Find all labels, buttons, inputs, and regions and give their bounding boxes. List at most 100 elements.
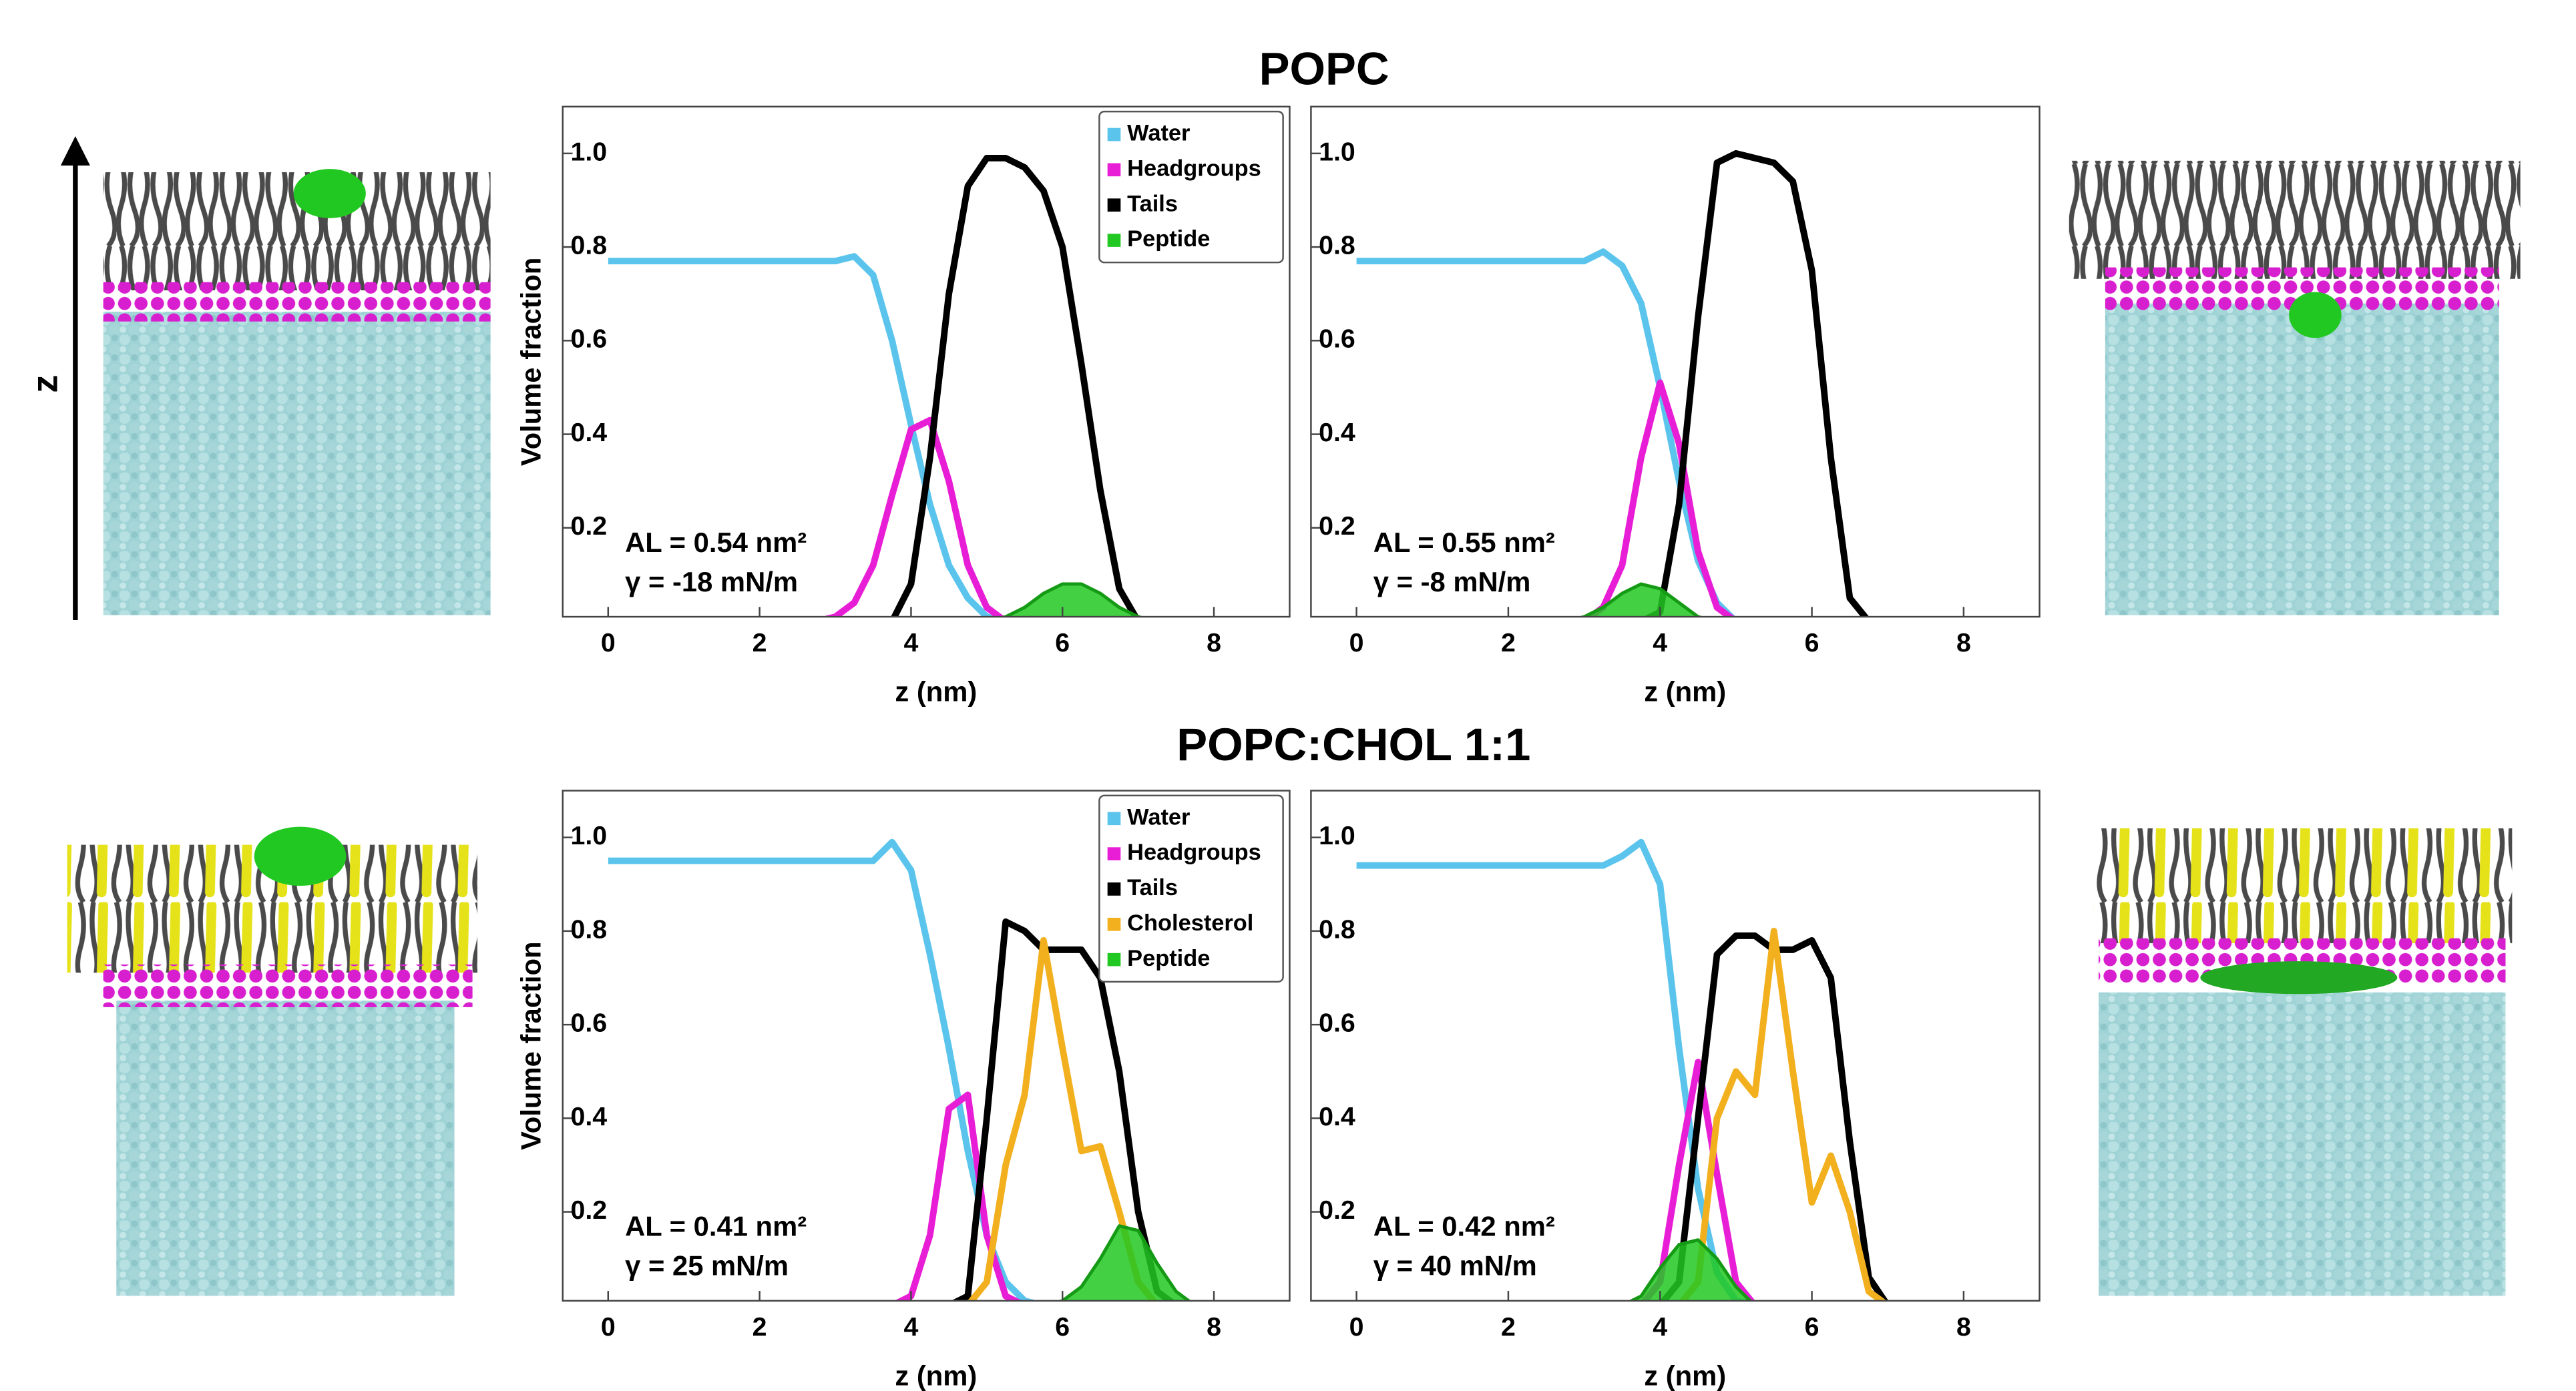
- chart: 0 2 4 6 8 0.2 0.4 0.6 0.8 1.0 z (nm) AL = 0.42 nm² γ…: [1310, 790, 2041, 1391]
- x-axis-label: z (nm): [1644, 676, 1726, 708]
- annotation: AL = 0.41 nm²: [625, 1211, 807, 1242]
- legend-swatch: [1107, 952, 1121, 966]
- panel-title: POPC: [1259, 43, 1389, 94]
- y-tick-label: 1.0: [1319, 137, 1355, 166]
- annotation: γ = 25 mN/m: [625, 1250, 789, 1282]
- y-axis-label: Volume fraction: [515, 258, 547, 467]
- x-tick-label: 0: [1349, 628, 1364, 657]
- x-tick-label: 4: [1653, 1312, 1667, 1342]
- legend-label: Headgroups: [1127, 840, 1261, 865]
- annotation: γ = -18 mN/m: [625, 566, 798, 597]
- y-tick-label: 0.2: [570, 1195, 607, 1225]
- x-tick-label: 2: [1501, 628, 1516, 657]
- legend-swatch: [1107, 847, 1121, 860]
- y-tick-label: 0.8: [1319, 230, 1355, 260]
- y-tick-label: 1.0: [1319, 821, 1355, 850]
- snapshot: [2069, 160, 2521, 615]
- legend-swatch: [1107, 234, 1121, 247]
- annotation: AL = 0.42 nm²: [1373, 1211, 1555, 1242]
- x-tick-label: 8: [1956, 1312, 1971, 1342]
- y-tick-label: 0.6: [1319, 324, 1355, 354]
- series-group: [1356, 150, 1870, 617]
- y-tick-label: 0.4: [1319, 1102, 1355, 1131]
- annotation: AL = 0.55 nm²: [1373, 527, 1555, 558]
- line: [894, 1091, 1023, 1301]
- x-tick-label: 8: [1207, 1312, 1221, 1342]
- line: [1584, 379, 1735, 617]
- y-axis-label: Volume fraction: [515, 941, 547, 1150]
- x-tick-label: 6: [1805, 1312, 1819, 1342]
- y-tick-label: 0.2: [1319, 1195, 1355, 1225]
- y-tick-label: 0.2: [570, 511, 607, 541]
- x-tick-label: 0: [601, 1312, 616, 1342]
- legend-label: Peptide: [1127, 946, 1210, 971]
- annotation: γ = 40 mN/m: [1373, 1250, 1537, 1282]
- legend-label: Tails: [1127, 191, 1178, 216]
- line: [1641, 1059, 1755, 1301]
- area: [1577, 582, 1705, 617]
- x-tick-label: 0: [1349, 1312, 1364, 1342]
- y-tick-label: 0.6: [570, 1009, 607, 1038]
- x-tick-label: 4: [903, 628, 918, 657]
- x-tick-label: 4: [903, 1312, 918, 1342]
- line: [1659, 932, 1889, 1301]
- legend-box: [1098, 794, 1284, 983]
- snapshot: [103, 169, 491, 615]
- y-tick-label: 0.8: [1319, 914, 1355, 944]
- legend-label: Cholesterol: [1127, 910, 1253, 936]
- legend-label: Peptide: [1127, 226, 1210, 252]
- x-tick-label: 8: [1207, 628, 1221, 657]
- area: [998, 582, 1145, 617]
- line: [608, 838, 1039, 1301]
- x-tick-label: 6: [1055, 1312, 1070, 1342]
- y-tick-label: 0.8: [570, 914, 607, 944]
- plot-frame: [562, 105, 1291, 618]
- y-tick-label: 0.4: [1319, 418, 1355, 447]
- plot-frame: [1310, 790, 2041, 1302]
- line: [821, 416, 1005, 617]
- legend-box: [1098, 110, 1284, 264]
- plot-frame: [562, 790, 1291, 1302]
- series-group: [1356, 838, 1889, 1301]
- legend-label: Tails: [1127, 875, 1178, 900]
- series-group: [608, 154, 1145, 617]
- area: [1055, 1224, 1192, 1301]
- x-tick-label: 2: [753, 628, 767, 657]
- plot-area: [1311, 790, 2040, 1301]
- snapshot: [67, 826, 477, 1296]
- y-tick-label: 0.2: [1319, 511, 1355, 541]
- legend-swatch: [1107, 917, 1121, 931]
- chart: 0 2 4 6 8 0.2 0.4 0.6 0.8 1.0 z (nm) Volume fractio…: [515, 790, 1291, 1391]
- y-tick-label: 0.6: [1319, 1009, 1355, 1038]
- chart: 0 2 4 6 8 0.2 0.4 0.6 0.8 1.0 z (nm) Volume fractio…: [515, 105, 1291, 708]
- area: [1628, 1238, 1753, 1301]
- x-tick-label: 6: [1805, 628, 1819, 657]
- y-tick-label: 0.4: [570, 1102, 607, 1131]
- chart: 0 2 4 6 8 0.2 0.4 0.6 0.8 1.0 z (nm) AL = 0.55 nm² γ…: [1310, 105, 2041, 708]
- x-axis-label: z (nm): [895, 1360, 977, 1391]
- y-tick-label: 1.0: [570, 821, 607, 850]
- series-group: [608, 838, 1192, 1301]
- legend-label: Water: [1127, 804, 1190, 830]
- panel-title: POPC:CHOL 1:1: [1176, 719, 1530, 770]
- x-tick-label: 2: [1501, 1312, 1516, 1342]
- line: [1356, 838, 1750, 1301]
- plot-frame: [1310, 105, 2041, 618]
- legend-swatch: [1107, 882, 1121, 896]
- y-tick-label: 1.0: [570, 137, 607, 166]
- x-tick-label: 8: [1956, 628, 1971, 657]
- legend-label: Headgroups: [1127, 156, 1261, 181]
- y-tick-label: 0.6: [570, 324, 607, 354]
- annotation: AL = 0.54 nm²: [625, 527, 807, 558]
- legend-swatch: [1107, 812, 1121, 826]
- x-axis-label: z (nm): [1644, 1360, 1726, 1391]
- x-axis-label: z (nm): [895, 676, 977, 708]
- x-tick-label: 6: [1055, 628, 1070, 657]
- line: [891, 154, 1140, 617]
- legend-swatch: [1107, 127, 1121, 142]
- z-arrow-label: z: [25, 375, 65, 393]
- annotation: γ = -8 mN/m: [1373, 566, 1531, 597]
- legend-swatch: [1107, 163, 1121, 177]
